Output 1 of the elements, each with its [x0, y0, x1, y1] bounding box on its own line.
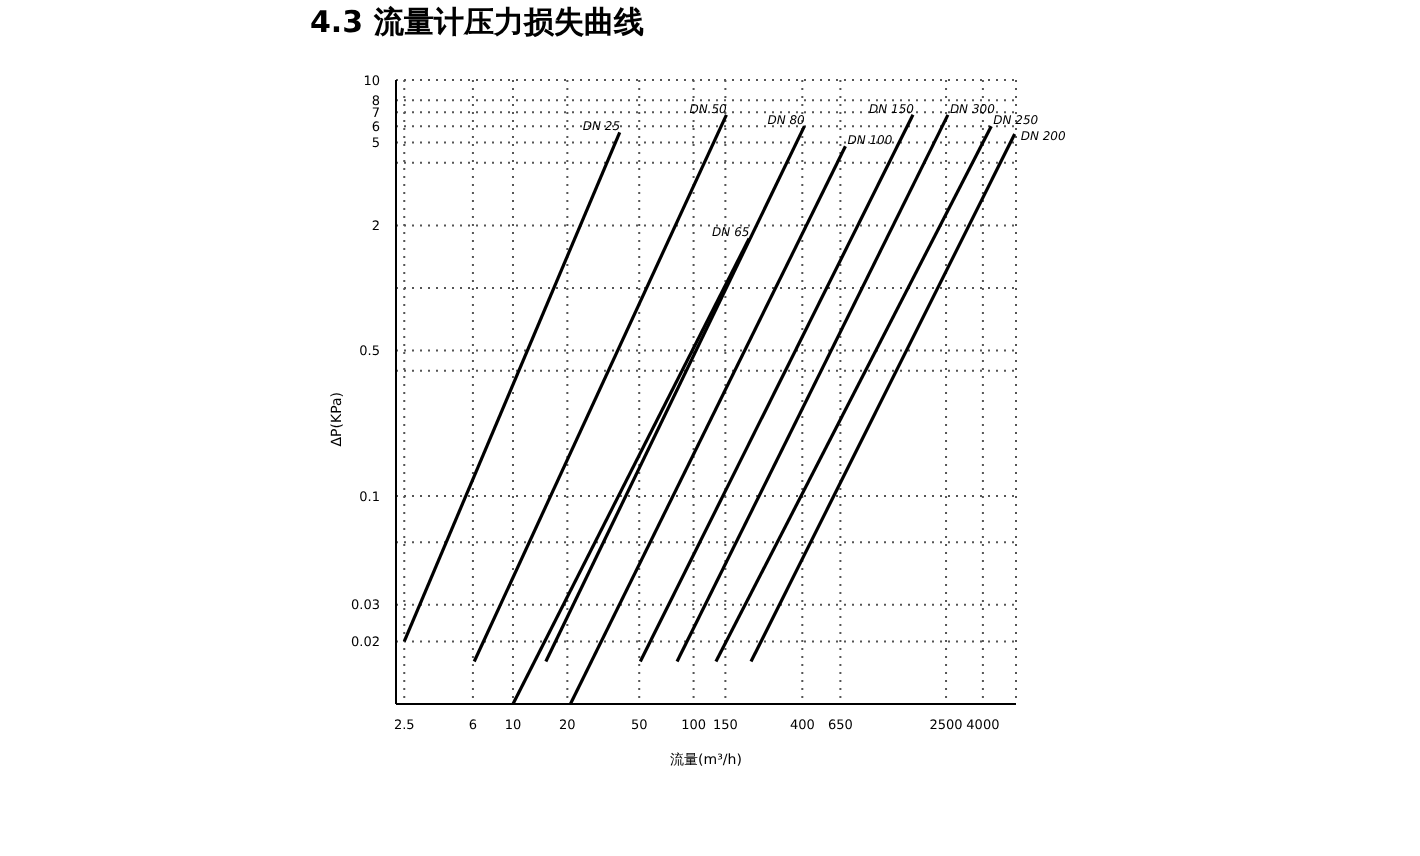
chart-title: 4.3 流量计压力损失曲线: [310, 4, 644, 42]
